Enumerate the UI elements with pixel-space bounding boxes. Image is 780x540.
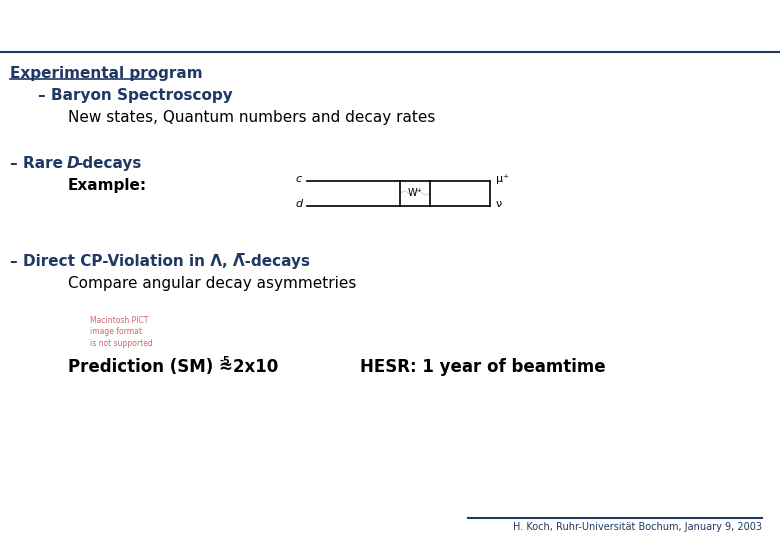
Text: ν: ν <box>496 199 502 208</box>
Text: Example:: Example: <box>68 178 147 193</box>
Text: – Rare: – Rare <box>10 156 69 171</box>
Text: HESR: 1 year of beamtime: HESR: 1 year of beamtime <box>360 357 605 375</box>
Text: H. Koch, Ruhr-Universität Bochum, January 9, 2003: H. Koch, Ruhr-Universität Bochum, Januar… <box>513 522 762 532</box>
Text: μ⁺: μ⁺ <box>496 173 509 184</box>
Text: -decays: -decays <box>76 156 141 171</box>
Text: c: c <box>295 173 301 184</box>
Text: -5: -5 <box>220 355 231 366</box>
Text: New states, Quantum numbers and decay rates: New states, Quantum numbers and decay ra… <box>68 110 435 125</box>
Text: Experimental program: Experimental program <box>10 65 203 80</box>
Text: W⁺: W⁺ <box>408 188 423 198</box>
Text: PANDA : Experiments with open Charm/Strangeness (2): PANDA : Experiments with open Charm/Stra… <box>10 12 751 36</box>
Text: d: d <box>295 199 302 208</box>
Text: Macintosh PICT
image format
is not supported: Macintosh PICT image format is not suppo… <box>90 315 153 348</box>
Text: – Direct CP-Violation in Λ, Λ̅-decays: – Direct CP-Violation in Λ, Λ̅-decays <box>10 253 310 268</box>
Text: Prediction (SM) ≈2x10: Prediction (SM) ≈2x10 <box>68 357 278 375</box>
Text: – Baryon Spectroscopy: – Baryon Spectroscopy <box>38 87 232 103</box>
Text: D: D <box>67 156 80 171</box>
Text: Compare angular decay asymmetries: Compare angular decay asymmetries <box>68 275 356 291</box>
